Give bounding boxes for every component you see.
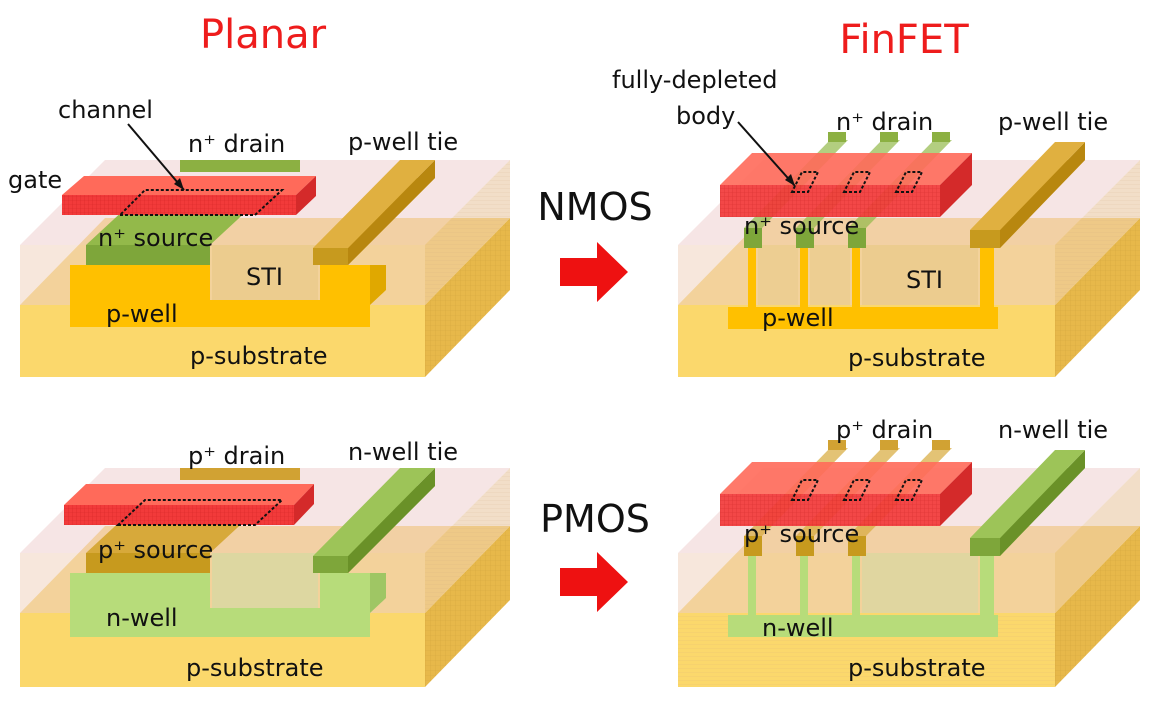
fin-drain: [828, 440, 846, 450]
fin-source: [744, 536, 762, 556]
channel-outline: [117, 189, 285, 216]
pmos-arrow: [560, 552, 628, 612]
gate: [720, 462, 972, 494]
well-label: p-well: [762, 304, 834, 332]
nmos-arrow: [560, 242, 628, 302]
p-well-tie: [970, 230, 1000, 248]
planar-header: Planar: [200, 12, 327, 58]
source-label: p⁺ source: [98, 536, 213, 564]
nmos-label: NMOS: [537, 185, 652, 229]
substrate-label: p-substrate: [848, 654, 986, 682]
well-tie-label: n-well tie: [348, 438, 458, 466]
body-pointer: [737, 121, 796, 187]
body-outline: [894, 479, 924, 501]
well-label: n-well: [762, 614, 834, 642]
fin-drain: [880, 132, 898, 142]
well-tie-label: p-well tie: [998, 108, 1108, 136]
n-well-tie: [970, 538, 1000, 556]
n-well-tie: [313, 556, 348, 573]
finfet-nmos-panel: fully-depleted body n⁺ drain p-well tie …: [612, 66, 1140, 377]
sti-label: STI: [906, 266, 943, 294]
p-plus-source: [86, 553, 210, 573]
well-tie-label: n-well tie: [998, 416, 1108, 444]
drain-label: p⁺ drain: [188, 442, 285, 470]
fin-source: [848, 228, 866, 248]
body-outline: [842, 479, 872, 501]
channel-label: channel: [58, 96, 153, 124]
p-plus-drain: [180, 468, 300, 480]
p-well-tie: [313, 248, 348, 265]
planar-pmos-panel: p⁺ drain n-well tie p⁺ source n-well p-s…: [20, 438, 510, 687]
body-label-line2: body: [676, 102, 735, 130]
n-well: [728, 615, 998, 637]
pmos-label: PMOS: [540, 497, 650, 541]
fin-source: [796, 536, 814, 556]
finfet-pmos-panel: p⁺ drain n-well tie p⁺ source n-well p-s…: [678, 416, 1140, 687]
fin-drain: [828, 132, 846, 142]
body-outline: [842, 171, 872, 193]
body-outline: [894, 171, 924, 193]
p-well: [70, 265, 370, 305]
well-label: n-well: [106, 604, 178, 632]
sti-region: [212, 245, 318, 300]
drain-label: n⁺ drain: [836, 108, 933, 136]
body-outline: [790, 171, 820, 193]
n-plus-source: [86, 245, 210, 265]
well-tie-label: p-well tie: [348, 128, 458, 156]
drain-label: n⁺ drain: [188, 130, 285, 158]
p-well: [728, 307, 998, 329]
fin-drain: [932, 132, 950, 142]
gate: [62, 176, 316, 195]
substrate-label: p-substrate: [186, 654, 324, 682]
fin-source: [744, 228, 762, 248]
finfet-header: FinFET: [839, 17, 969, 63]
gate-label: gate: [8, 166, 62, 194]
channel-pointer: [127, 123, 185, 191]
channel-outline: [115, 499, 285, 526]
gate: [720, 153, 972, 185]
drain-label: p⁺ drain: [836, 416, 933, 444]
fin-drain: [880, 440, 898, 450]
fin-drain: [932, 440, 950, 450]
well-label: p-well: [106, 300, 178, 328]
n-plus-drain: [180, 160, 300, 172]
fin-source: [848, 536, 866, 556]
fin-source: [796, 228, 814, 248]
source-label: n⁺ source: [98, 224, 213, 252]
substrate-label: p-substrate: [848, 344, 986, 372]
planar-nmos-panel: channel gate n⁺ drain p-well tie n⁺ sour…: [8, 96, 510, 377]
sti-label: STI: [246, 263, 283, 291]
body-outline: [790, 479, 820, 501]
substrate-label: p-substrate: [190, 342, 328, 370]
n-well: [70, 573, 370, 613]
body-label-line1: fully-depleted: [612, 66, 778, 94]
source-label: n⁺ source: [744, 212, 859, 240]
gate: [64, 484, 314, 505]
source-label: p⁺ source: [744, 520, 859, 548]
